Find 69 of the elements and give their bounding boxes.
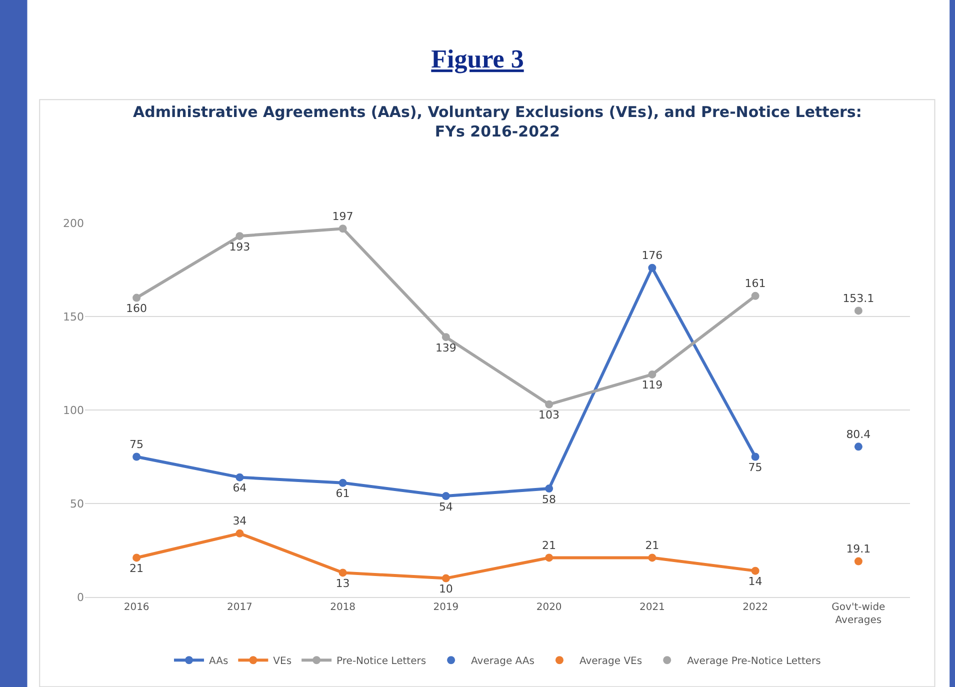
data-label: 160 bbox=[126, 302, 148, 316]
legend-label: Average Pre-Notice Letters bbox=[687, 656, 821, 668]
x-tick-label: 2019 bbox=[433, 602, 459, 613]
data-label: 14 bbox=[748, 575, 762, 588]
chart-subtitle: Administrative Agreements (AAs), Voluntary Exclusions (VEs), and Pre-Notice Letters: FYs 2016-2022 bbox=[133, 103, 862, 140]
data-label: 103 bbox=[538, 408, 560, 422]
point bbox=[338, 478, 347, 487]
y-tick-label: 150 bbox=[63, 310, 84, 324]
point bbox=[442, 333, 450, 342]
point bbox=[751, 566, 760, 575]
data-label: 10 bbox=[438, 582, 453, 596]
chart-title: Figure 3 bbox=[431, 44, 524, 74]
data-label: 75 bbox=[748, 461, 762, 474]
point bbox=[132, 294, 141, 302]
data-label: 61 bbox=[336, 487, 350, 500]
data-label: 58 bbox=[542, 492, 556, 506]
point bbox=[751, 452, 760, 461]
legend-label: Average AAs bbox=[471, 656, 534, 668]
x-tick-label: Gov't-wide Averages bbox=[832, 602, 886, 626]
point bbox=[854, 442, 862, 451]
legend-label: VEs bbox=[273, 656, 292, 668]
data-label: 139 bbox=[435, 341, 456, 354]
data-label: 176 bbox=[642, 249, 663, 262]
x-tick-label: 2021 bbox=[639, 602, 665, 613]
legend-label: AAs bbox=[209, 656, 228, 668]
data-label: 54 bbox=[438, 500, 453, 514]
point bbox=[338, 568, 347, 577]
x-tick-label: 2017 bbox=[226, 602, 252, 613]
point bbox=[854, 557, 862, 566]
data-label: 193 bbox=[229, 240, 250, 254]
data-label: 21 bbox=[130, 562, 144, 575]
data-label: 80.4 bbox=[846, 428, 871, 441]
y-tick-label: 50 bbox=[70, 497, 84, 510]
data-label: 119 bbox=[642, 378, 663, 392]
data-label: 13 bbox=[336, 576, 350, 590]
point bbox=[648, 264, 656, 272]
point bbox=[854, 306, 862, 315]
x-tick-label: 2016 bbox=[124, 602, 150, 613]
point bbox=[442, 574, 450, 582]
point bbox=[442, 492, 450, 500]
x-tick-label: 2018 bbox=[330, 602, 356, 613]
legend-label: Average VEs bbox=[579, 656, 642, 668]
point bbox=[236, 473, 244, 482]
data-label: 19.1 bbox=[846, 542, 871, 556]
y-tick-label: 100 bbox=[63, 404, 84, 417]
data-label: 21 bbox=[542, 538, 556, 552]
data-label: 75 bbox=[130, 438, 144, 451]
x-tick-label: 2020 bbox=[536, 602, 562, 613]
point bbox=[545, 484, 554, 493]
point bbox=[648, 554, 656, 562]
point bbox=[751, 292, 760, 300]
data-label: 161 bbox=[744, 277, 766, 290]
y-tick-label: 200 bbox=[63, 216, 84, 230]
data-label: 197 bbox=[332, 210, 354, 223]
data-label: 34 bbox=[232, 514, 247, 528]
data-label: 153.1 bbox=[842, 292, 874, 305]
point bbox=[648, 370, 656, 378]
point bbox=[545, 554, 554, 562]
legend-label: Pre-Notice Letters bbox=[336, 656, 426, 668]
point bbox=[236, 529, 244, 538]
point bbox=[132, 452, 141, 461]
point bbox=[236, 232, 244, 240]
point bbox=[338, 224, 347, 233]
point bbox=[545, 400, 554, 408]
data-label: 21 bbox=[645, 538, 660, 552]
data-label: 64 bbox=[232, 482, 247, 495]
y-tick-label: 0 bbox=[77, 590, 84, 604]
x-tick-label: 2022 bbox=[742, 602, 768, 613]
point bbox=[132, 554, 141, 562]
